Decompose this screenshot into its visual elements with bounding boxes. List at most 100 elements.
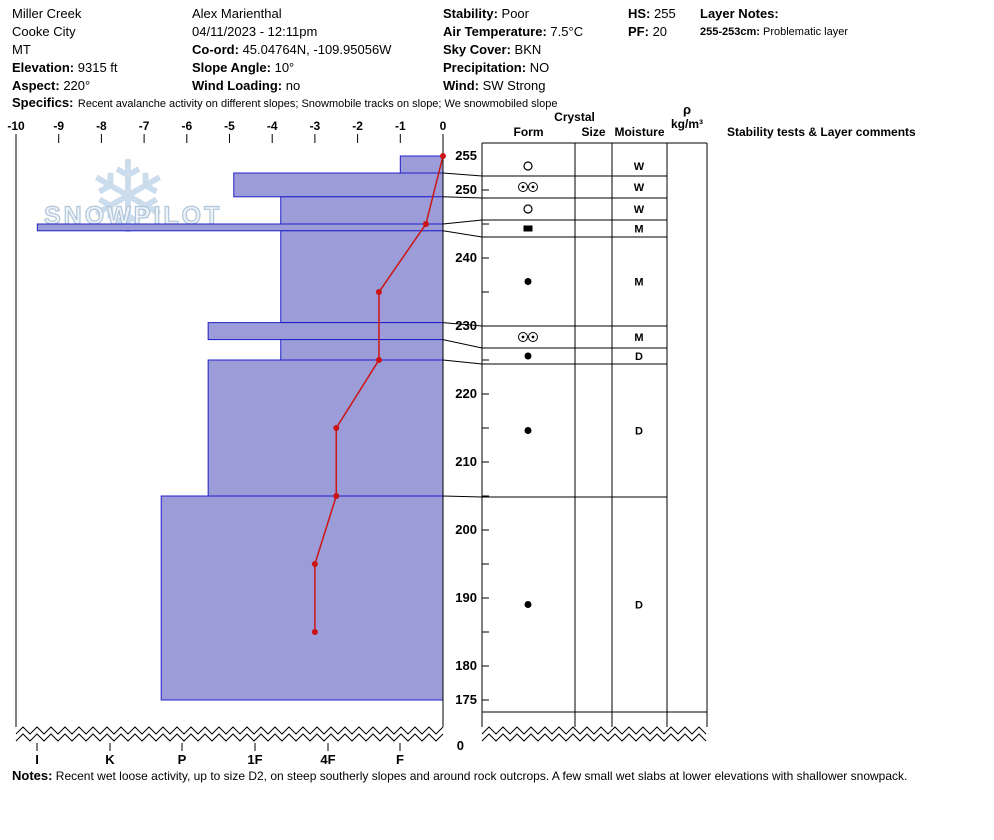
temp-axis-label: -1 — [395, 119, 406, 133]
pf-label: PF: — [628, 24, 649, 39]
hs-line: HS: 255 — [628, 5, 676, 23]
depth-label: 190 — [455, 590, 477, 605]
grain-form-crust-icon — [518, 182, 528, 192]
specifics-line: Specifics: Recent avalanche activity on … — [12, 94, 557, 112]
moisture-value: W — [634, 161, 645, 173]
moisture-value: M — [634, 277, 643, 289]
layer-leader-line — [442, 359, 483, 365]
layer-notes-title: Layer Notes: — [700, 5, 848, 23]
grain-form-crust-icon — [521, 335, 525, 339]
wind-loading-value: no — [285, 78, 301, 93]
hardness-axis-label: P — [178, 752, 187, 767]
temp-axis-label: -9 — [53, 119, 64, 133]
temp-axis-label: -6 — [181, 119, 192, 133]
grain-form-crust-icon — [528, 332, 538, 342]
moisture-value: D — [635, 426, 643, 438]
layer-hardness-bar — [280, 196, 444, 225]
moisture-value: M — [634, 332, 643, 344]
layer-leader-line — [442, 196, 483, 199]
profile-break-zigzag — [481, 726, 707, 735]
temperature-point — [333, 493, 340, 499]
profile-break-zigzag — [15, 726, 444, 735]
temp-axis-label: 0 — [440, 119, 447, 133]
profile-break-zigzag — [15, 733, 444, 742]
totals-block: HS: 255 PF: 20 — [628, 5, 676, 41]
temp-axis-label: -3 — [310, 119, 321, 133]
layer-notes-label: Layer Notes: — [700, 6, 779, 21]
slope-angle-value: 10° — [274, 60, 295, 75]
layer-hardness-bar — [207, 322, 444, 341]
slope-angle-line: Slope Angle: 10° — [192, 59, 391, 77]
grain-form-crust-icon — [518, 332, 528, 342]
hardness-axis-label: 1F — [247, 752, 262, 767]
grain-form-round-icon — [524, 352, 532, 360]
depth-label: 240 — [455, 250, 477, 265]
coordinates-label: Co-ord: — [192, 42, 239, 57]
temp-axis-label: -5 — [224, 119, 235, 133]
observation-datetime: 04/11/2023 - 12:11pm — [192, 24, 318, 39]
precipitation-line: Precipitation: NO — [443, 59, 583, 77]
moisture-value: W — [634, 204, 645, 216]
pf-line: PF: 20 — [628, 23, 676, 41]
wind-line: Wind: SW Strong — [443, 77, 583, 95]
grain-form-crust-icon — [531, 335, 535, 339]
wind-label: Wind: — [443, 78, 479, 93]
pit-state: MT — [12, 42, 31, 57]
depth-label: 180 — [455, 658, 477, 673]
grain-form-crust-icon — [528, 182, 538, 192]
temperature-line — [314, 155, 444, 632]
layer-hardness-bar — [36, 223, 444, 232]
notes-line: Notes: Recent wet loose activity, up to … — [12, 768, 907, 783]
size-header: Size — [581, 125, 606, 139]
temperature-point — [311, 561, 318, 567]
specifics-label: Specifics: — [12, 95, 74, 110]
profile-break-zigzag — [481, 733, 707, 742]
layer-leader-line — [442, 322, 483, 327]
stability-line: Stability: Poor — [443, 5, 583, 23]
pf-value: 20 — [652, 24, 668, 39]
wind-loading-label: Wind Loading: — [192, 78, 283, 93]
location-block: Miller Creek Cooke City MT Elevation: 93… — [12, 5, 118, 95]
layer-note-text: Problematic layer — [763, 26, 848, 38]
layer-leader-line — [442, 219, 483, 225]
layer-notes-block: Layer Notes: 255-253cm: Problematic laye… — [700, 5, 848, 41]
hs-label: HS: — [628, 6, 651, 21]
pit-city: Cooke City — [12, 24, 76, 39]
density-unit-header: kg/m³ — [670, 117, 703, 131]
stability-label: Stability: — [443, 6, 498, 21]
density-rho-header: ρ — [682, 102, 692, 117]
temperature-point — [333, 425, 340, 431]
sky-cover-line: Sky Cover: BKN — [443, 41, 583, 59]
temp-axis-label: -7 — [139, 119, 150, 133]
grain-form-crust-icon — [521, 185, 525, 189]
layer-hardness-bar — [160, 495, 444, 701]
grain-form-circle-open-icon — [523, 161, 533, 171]
elevation-label: Elevation: — [12, 60, 75, 75]
slope-angle-label: Slope Angle: — [192, 60, 271, 75]
layer-hardness-bar — [207, 359, 444, 497]
hardness-axis-label: F — [396, 752, 404, 767]
temp-axis-label: -2 — [352, 119, 363, 133]
depth-label: 255 — [455, 148, 477, 163]
observer-name: Alex Marienthal — [192, 6, 282, 21]
layer-note-range: 255-253cm: — [700, 26, 760, 38]
elevation-line: Elevation: 9315 ft — [12, 59, 118, 77]
wind-value: SW Strong — [482, 78, 546, 93]
pit-name: Miller Creek — [12, 6, 82, 21]
stability-comments-header: Stability tests & Layer comments — [727, 125, 916, 139]
grain-form-crust-icon — [531, 185, 535, 189]
moisture-value: M — [634, 224, 643, 236]
aspect-label: Aspect: — [12, 78, 60, 93]
layer-hardness-bar — [399, 155, 444, 174]
coordinates-line: Co-ord: 45.04764N, -109.95056W — [192, 41, 391, 59]
temperature-point — [375, 357, 382, 363]
temperature-point — [311, 629, 318, 635]
temp-axis-label: -4 — [267, 119, 278, 133]
layer-leader-line — [442, 230, 483, 238]
grain-form-round-icon — [524, 427, 532, 434]
layer-note: 255-253cm: Problematic layer — [700, 23, 848, 41]
sky-cover-value: BKN — [514, 42, 542, 57]
temperature-point — [422, 221, 429, 227]
depth-label: 230 — [455, 318, 477, 333]
